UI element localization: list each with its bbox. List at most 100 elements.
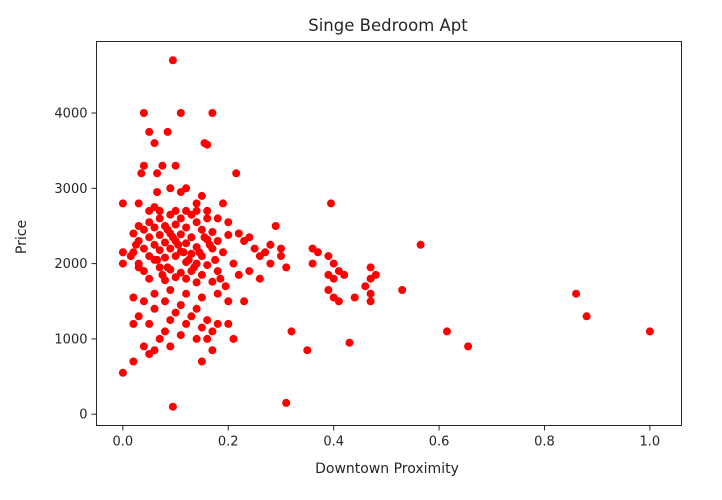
data-point: [340, 270, 349, 279]
data-point: [176, 268, 185, 277]
data-point: [155, 263, 164, 272]
data-point: [166, 316, 175, 325]
data-point: [145, 127, 154, 136]
x-tick-label: 0.6: [429, 435, 450, 450]
data-point: [171, 308, 180, 317]
data-point: [266, 259, 275, 268]
data-point: [155, 246, 164, 255]
data-point: [213, 267, 222, 276]
data-point: [366, 297, 375, 306]
data-point: [192, 334, 201, 343]
data-point: [211, 255, 220, 264]
data-point: [197, 270, 206, 279]
data-point: [166, 286, 175, 294]
data-point: [150, 289, 159, 298]
data-point: [182, 223, 191, 232]
data-point: [245, 233, 254, 242]
data-point: [213, 289, 222, 298]
data-point: [197, 357, 206, 366]
data-point: [155, 231, 164, 239]
data-point: [129, 357, 138, 366]
data-point: [329, 259, 338, 268]
data-point: [324, 286, 333, 294]
data-point: [329, 274, 338, 283]
x-tick-label: 0.8: [534, 435, 555, 450]
data-point: [324, 252, 333, 261]
data-point: [308, 259, 317, 268]
x-axis-label: Downtown Proximity: [315, 461, 459, 477]
x-tick-label: 0.0: [113, 435, 134, 450]
data-point: [208, 327, 217, 336]
data-point: [161, 238, 169, 247]
chart-title: Singe Bedroom Apt: [308, 16, 468, 35]
data-point: [145, 319, 154, 328]
data-point: [261, 248, 270, 257]
data-point: [118, 199, 127, 208]
data-point: [192, 218, 201, 227]
data-point: [334, 297, 343, 306]
data-point: [192, 199, 201, 208]
data-point: [192, 278, 201, 287]
data-point: [219, 248, 227, 257]
data-point: [176, 230, 185, 239]
data-point: [224, 319, 233, 328]
data-point: [129, 229, 138, 238]
data-point: [153, 169, 162, 178]
data-point: [192, 206, 201, 215]
x-tick-label: 0.4: [323, 435, 344, 450]
x-tick-label: 0.2: [218, 435, 239, 450]
data-point: [163, 225, 172, 234]
data-point: [150, 139, 159, 148]
data-point: [129, 319, 138, 328]
data-point: [166, 244, 175, 253]
data-point: [443, 327, 451, 336]
data-point: [350, 293, 359, 302]
y-axis: 0 1000 2000 3000 4000: [54, 107, 97, 423]
data-point: [303, 346, 312, 355]
data-point: [224, 231, 233, 239]
data-point: [137, 169, 146, 178]
data-point: [182, 206, 191, 215]
data-point: [134, 199, 143, 208]
data-point: [176, 188, 185, 197]
data-point: [224, 297, 233, 306]
data-point: [208, 109, 217, 117]
data-point: [229, 259, 238, 268]
data-point: [187, 233, 196, 242]
data-point: [205, 240, 214, 249]
data-point: [161, 253, 169, 262]
data-point: [327, 199, 335, 208]
data-point: [153, 255, 162, 264]
data-point: [366, 263, 375, 272]
data-point: [176, 214, 185, 223]
data-point: [213, 214, 222, 223]
data-point: [203, 316, 212, 325]
data-point: [203, 334, 212, 343]
data-point: [158, 270, 167, 279]
data-point: [345, 338, 354, 347]
data-point: [171, 161, 180, 170]
data-point: [398, 286, 407, 294]
data-point: [197, 293, 206, 302]
data-point: [161, 297, 169, 306]
data-point: [139, 297, 148, 306]
data-point: [287, 327, 296, 336]
data-point: [197, 225, 206, 234]
data-point: [166, 184, 175, 193]
data-point: [582, 312, 591, 321]
x-tick-label: 1.0: [640, 435, 661, 450]
data-point: [197, 191, 206, 200]
data-point: [174, 240, 183, 249]
data-point: [250, 244, 259, 253]
data-point: [371, 270, 380, 279]
data-point: [153, 188, 162, 197]
data-point: [572, 289, 581, 298]
data-point: [179, 248, 188, 257]
data-point: [190, 263, 198, 272]
x-axis: 0.0 0.2 0.4 0.6 0.8 1.0: [113, 425, 661, 450]
data-point: [129, 293, 138, 302]
data-point: [166, 210, 175, 219]
plot-frame: [96, 41, 682, 426]
data-point: [216, 274, 225, 283]
